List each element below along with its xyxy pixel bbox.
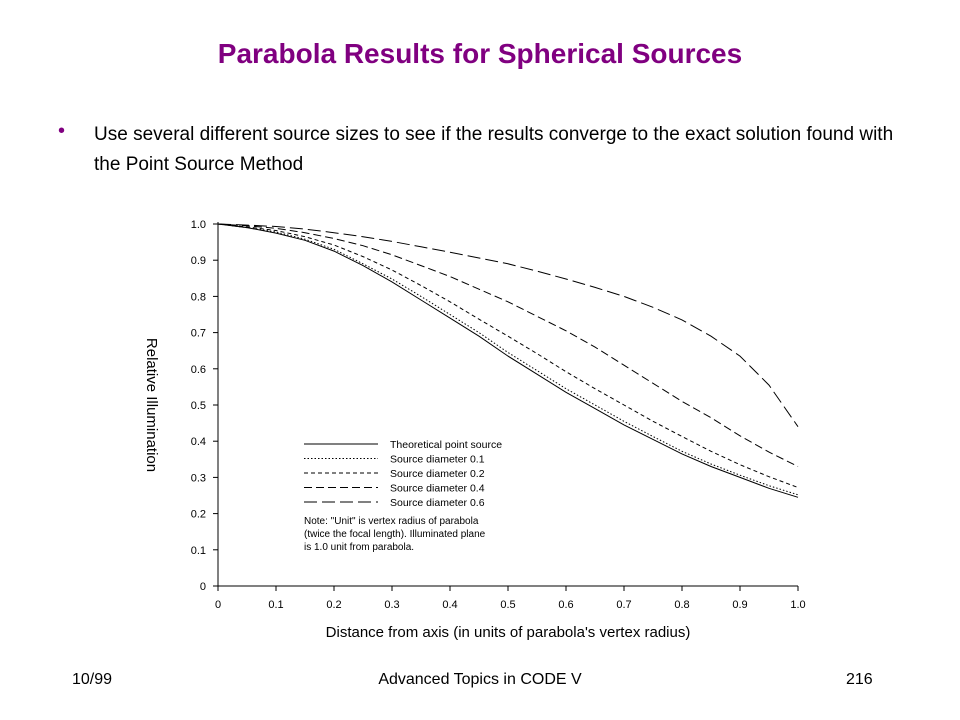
y-tick-label: 0: [200, 581, 206, 593]
chart-axis-labels: Distance from axis (in units of parabola…: [143, 338, 690, 641]
x-tick-label: 0: [215, 599, 221, 611]
chart-ticks: 0 0.1 0.2 0.3 0.4 0.5 0.6 0.7 0.8 0.9 1.0 0 0.1 0.2 0.…: [191, 219, 806, 611]
y-tick-label: 0.7: [191, 328, 206, 340]
x-tick-label: 1.0: [790, 599, 805, 611]
y-tick-label: 0.5: [191, 400, 206, 412]
series-line-3: [217, 223, 799, 467]
x-tick-label: 0.5: [500, 599, 515, 611]
legend-label-4: Source diameter 0.6: [390, 497, 485, 509]
x-tick-label: 0.6: [558, 599, 573, 611]
x-tick-label: 0.3: [384, 599, 399, 611]
legend-label-3: Source diameter 0.4: [390, 483, 485, 495]
y-tick-label: 0.1: [191, 545, 206, 557]
series-line-4: [217, 223, 799, 427]
chart-legend: Theoretical point source Source diameter …: [304, 439, 502, 553]
x-tick-label: 0.4: [442, 599, 457, 611]
x-tick-label: 0.2: [326, 599, 341, 611]
legend-label-0: Theoretical point source: [390, 439, 502, 451]
bullet-dot-icon: •: [58, 120, 66, 142]
x-axis-label: Distance from axis (in units of parabola…: [326, 624, 691, 641]
y-tick-label: 0.2: [191, 509, 206, 521]
y-tick-label: 0.4: [191, 436, 206, 448]
chart-note-line: is 1.0 unit from parabola.: [304, 542, 414, 553]
series-line-2: [217, 223, 799, 488]
y-tick-label: 0.8: [191, 291, 206, 303]
chart-note-line: Note: "Unit" is vertex radius of parabol…: [304, 516, 479, 527]
x-tick-label: 0.1: [268, 599, 283, 611]
chart-series: [217, 223, 799, 498]
x-tick-label: 0.7: [616, 599, 631, 611]
legend-label-2: Source diameter 0.2: [390, 468, 485, 480]
series-line-1: [217, 223, 799, 496]
y-axis-label: Relative Illumination: [143, 338, 160, 472]
y-tick-label: 0.6: [191, 364, 206, 376]
slide-title: Parabola Results for Spherical Sources: [217, 38, 743, 69]
legend-label-1: Source diameter 0.1: [390, 454, 485, 466]
x-tick-label: 0.9: [732, 599, 747, 611]
footer-course-title: Advanced Topics in CODE V: [378, 671, 582, 688]
footer-page-number: 216: [846, 671, 873, 688]
series-line-0: [217, 223, 799, 498]
chart-note-line: (twice the focal length). Illuminated pl…: [304, 529, 486, 540]
footer-date: 10/99: [72, 671, 113, 688]
y-tick-label: 1.0: [191, 219, 206, 231]
y-tick-label: 0.3: [191, 472, 206, 484]
bullet-text: Use several different source sizes to se…: [94, 124, 894, 175]
y-tick-label: 0.9: [191, 255, 206, 267]
x-tick-label: 0.8: [674, 599, 689, 611]
